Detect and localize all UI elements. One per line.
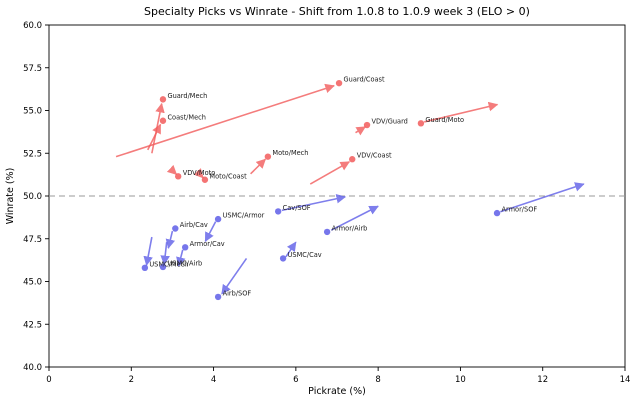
data-point	[335, 79, 343, 87]
data-point-label: Armor/Cav	[190, 240, 225, 248]
x-tick-label: 0	[46, 375, 51, 385]
shift-arrow	[285, 241, 297, 258]
x-tick-label: 8	[375, 375, 380, 385]
shift-arrow	[221, 257, 248, 295]
data-point	[159, 263, 167, 271]
data-point-label: Moto/Coast	[209, 172, 247, 180]
plot-frame	[48, 24, 626, 368]
data-point-label: Airb/Cav	[180, 221, 208, 229]
data-point	[279, 255, 287, 262]
data-point	[174, 173, 182, 180]
data-point-label: Cav/SOF	[283, 204, 311, 212]
data-point	[181, 244, 189, 251]
data-point-label: VDV/Guard	[372, 118, 408, 126]
chart-title: Specialty Picks vs Winrate - Shift from …	[144, 5, 530, 18]
data-point-label: Armor/SOF	[502, 206, 538, 214]
data-point	[349, 156, 356, 163]
y-axis-label: Winrate (%)	[5, 168, 16, 225]
x-tick-label: 14	[620, 375, 631, 385]
data-point	[264, 153, 272, 160]
data-point	[141, 264, 149, 272]
shift-arrow	[115, 83, 335, 158]
data-point-label: Guard/Moto	[425, 116, 464, 124]
data-point	[323, 228, 331, 236]
data-point	[363, 121, 371, 129]
y-tick-label: 45.0	[23, 278, 42, 288]
x-tick-label: 10	[455, 375, 466, 385]
shift-arrow	[309, 161, 351, 185]
data-point	[214, 215, 222, 223]
data-point-label: Guard/Mech	[167, 92, 207, 100]
y-tick-label: 52.5	[23, 149, 42, 159]
data-point-label: USMC/Cav	[288, 251, 322, 259]
shift-arrow	[500, 182, 585, 213]
x-axis-label: Pickrate (%)	[308, 386, 366, 397]
shift-arrow	[330, 205, 379, 231]
shift-arrow	[165, 230, 176, 249]
data-point-label: Moto/Mech	[272, 149, 308, 157]
x-tick-label: 12	[537, 375, 548, 385]
shift-arrow	[176, 249, 186, 267]
data-point-label: VDV/Coast	[357, 152, 392, 160]
shift-arrow	[160, 242, 170, 266]
data-point-label: Guard/Coast	[344, 76, 385, 84]
data-point-label: USMC/Armor	[223, 212, 265, 220]
y-tick-label: 40.0	[23, 363, 42, 373]
data-point	[214, 293, 222, 301]
y-tick-label: 50.0	[23, 192, 42, 202]
data-point	[274, 208, 282, 215]
y-tick-label: 57.5	[23, 64, 42, 74]
shift-arrow	[193, 168, 204, 179]
y-tick-label: 47.5	[23, 235, 42, 245]
y-tick-label: 42.5	[23, 320, 42, 330]
y-tick-label: 55.0	[23, 107, 42, 117]
x-tick-label: 4	[211, 375, 216, 385]
data-point	[159, 96, 167, 103]
shift-arrow	[204, 221, 217, 243]
shift-arrow	[281, 193, 347, 212]
data-point	[417, 120, 425, 127]
y-tick-label: 60.0	[23, 21, 42, 31]
data-point-label: Armor/Airb	[332, 224, 368, 232]
shift-arrow	[424, 101, 499, 123]
shift-arrow	[250, 158, 266, 175]
x-tick-label: 6	[293, 375, 298, 385]
data-point-label: VDV/Moto	[183, 169, 216, 177]
data-point	[493, 209, 501, 217]
shift-arrow	[166, 164, 178, 176]
x-tick-label: 2	[129, 375, 134, 385]
shift-arrow	[355, 126, 367, 136]
data-point	[159, 117, 167, 124]
data-point	[172, 225, 179, 232]
data-point	[201, 176, 209, 183]
data-point-label: USMC/Mech	[149, 260, 188, 268]
data-point-label: USMC/Airb	[167, 259, 202, 267]
data-point-label: Airb/SOF	[223, 289, 252, 297]
data-point-label: Coast/Mech	[167, 113, 205, 121]
shift-arrow	[143, 236, 153, 267]
